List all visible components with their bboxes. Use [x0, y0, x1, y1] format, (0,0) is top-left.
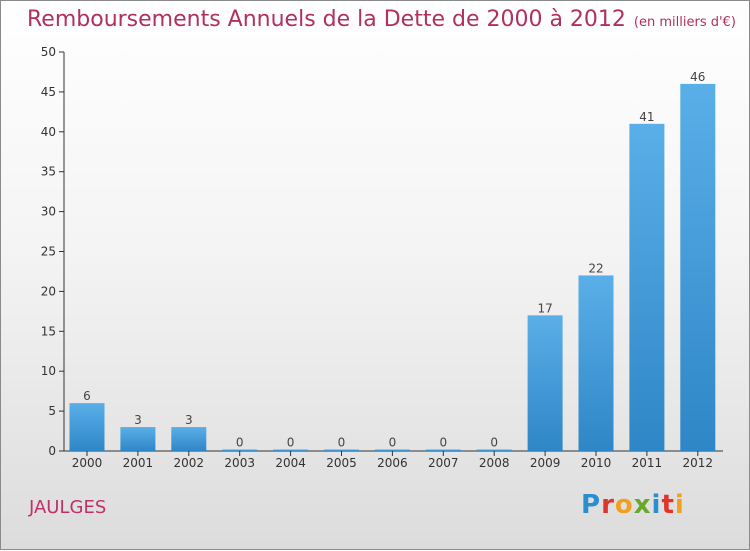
logo-letter: x	[633, 490, 652, 520]
x-tick-label: 2010	[581, 456, 612, 470]
x-tick-label: 2011	[632, 456, 663, 470]
x-tick-label: 2002	[174, 456, 205, 470]
bar-2008	[476, 449, 512, 451]
bar-value-label: 41	[639, 110, 654, 124]
bars	[69, 83, 716, 452]
bar-value-label: 46	[690, 70, 705, 84]
bar-value-label: 17	[537, 301, 552, 315]
x-tick-label: 2005	[326, 456, 357, 470]
y-tick-label: 30	[41, 205, 56, 219]
bar-value-label: 0	[490, 436, 498, 450]
bar-2005	[324, 449, 359, 451]
x-tick-label: 2012	[683, 456, 714, 470]
bar-value-label: 0	[439, 436, 447, 450]
proxiti-logo: Proxiti	[581, 490, 685, 520]
logo-letter: P	[581, 490, 602, 520]
bar-value-label: 0	[236, 436, 244, 450]
bar-value-label: 0	[287, 436, 295, 450]
y-tick-label: 15	[41, 324, 56, 338]
x-tick-label: 2009	[530, 456, 561, 470]
bar-value-label: 0	[338, 436, 346, 450]
commune-name: JAULGES	[29, 497, 107, 518]
y-tick-label: 0	[48, 444, 56, 458]
bar-2000	[69, 403, 105, 451]
logo-letter: r	[601, 490, 615, 520]
logo-letter: t	[661, 490, 675, 520]
bar-2007	[425, 449, 461, 451]
logo-letter: i	[651, 490, 662, 520]
bar-value-label: 22	[588, 261, 603, 275]
x-tick-label: 2006	[377, 456, 408, 470]
chart-title: Remboursements Annuels de la Dette de 20…	[27, 7, 736, 32]
y-tick-label: 25	[41, 245, 56, 259]
y-tick-label: 35	[41, 165, 56, 179]
bar-2009	[527, 315, 563, 451]
bar-2006	[374, 449, 410, 451]
bar-2012	[680, 83, 716, 452]
bar-value-label: 3	[134, 413, 142, 427]
y-tick-label: 40	[41, 125, 56, 139]
y-tick-label: 45	[41, 85, 56, 99]
logo-letter: o	[614, 490, 634, 520]
bar-2002	[171, 427, 207, 451]
y-tick-label: 10	[41, 364, 56, 378]
y-tick-label: 5	[48, 404, 56, 418]
bar-value-label: 3	[185, 413, 193, 427]
logo-letter: i	[674, 490, 685, 520]
chart-title-text: Remboursements Annuels de la Dette de 20…	[27, 7, 626, 32]
chart-unit: (en milliers d'€)	[633, 15, 736, 30]
bar-labels: 6 3 3 0 0 0 0 0 0 17 22 41 46	[83, 70, 705, 450]
bar-2011	[629, 123, 665, 451]
x-tick-label: 2000	[72, 456, 103, 470]
x-axis: 2000 2001 2002 2003 2004 2005 2006 2007 2008 2009…	[64, 450, 723, 470]
y-tick-label: 50	[41, 45, 56, 59]
bar-value-label: 6	[83, 389, 91, 403]
x-tick-label: 2001	[123, 456, 154, 470]
y-tick-label: 20	[41, 284, 56, 298]
y-axis: 0 5 10 15 20 25 30 35 40 45 50	[41, 45, 65, 458]
bar-value-label: 0	[389, 436, 397, 450]
bar-2001	[120, 427, 156, 451]
x-tick-label: 2004	[275, 456, 306, 470]
bar-2004	[273, 449, 309, 451]
x-tick-label: 2008	[479, 456, 510, 470]
bar-2003	[222, 449, 258, 451]
x-tick-label: 2007	[428, 456, 459, 470]
x-tick-label: 2003	[224, 456, 255, 470]
bar-2010	[578, 275, 614, 451]
